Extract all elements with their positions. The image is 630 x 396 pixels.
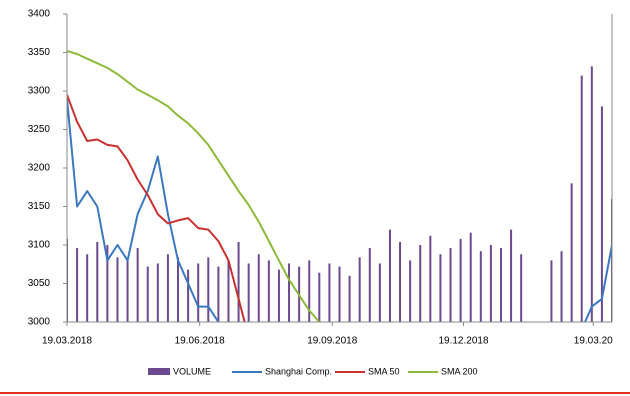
volume-bar — [499, 248, 502, 322]
volume-bar — [318, 272, 321, 322]
volume-bar — [136, 248, 139, 322]
y-tick-label: 3250 — [28, 124, 51, 135]
volume-bar — [368, 248, 371, 322]
volume-bar — [469, 232, 472, 322]
volume-bar — [267, 260, 270, 322]
x-tick-label: 19.06.2018 — [175, 336, 225, 347]
volume-bar — [106, 245, 109, 322]
volume-bar — [197, 263, 200, 322]
legend-label: Shanghai Comp. — [265, 366, 332, 376]
y-tick-label: 3100 — [28, 240, 51, 251]
legend-swatch — [148, 368, 170, 375]
volume-bar — [277, 269, 280, 322]
volume-bar — [217, 266, 220, 322]
legend-label: SMA 200 — [441, 366, 478, 376]
legend: VOLUME Shanghai Comp. SMA 50 SMA 200 — [148, 366, 478, 376]
volume-bar — [520, 254, 523, 322]
volume-bar — [227, 260, 230, 322]
y-tick-label: 3200 — [28, 163, 51, 174]
series-line — [67, 50, 321, 322]
series-line — [67, 94, 246, 322]
volume-bar — [207, 257, 210, 322]
volume-bar — [86, 254, 89, 322]
series-line — [67, 98, 612, 322]
volume-bar — [166, 254, 169, 322]
volume-bar — [388, 229, 391, 322]
plot-area — [67, 50, 612, 322]
volume-bar — [146, 266, 149, 322]
volume-bar — [76, 248, 79, 322]
volume-bar — [550, 260, 553, 322]
volume-bar — [510, 229, 513, 322]
volume-bar — [308, 260, 311, 322]
volume-bar — [399, 241, 402, 322]
volume-bar — [409, 260, 412, 322]
volume-bar — [96, 241, 99, 322]
volume-bar — [429, 235, 432, 322]
volume-bar — [419, 245, 422, 322]
volume-bar — [288, 263, 291, 322]
volume-bar — [328, 263, 331, 322]
y-tick-label: 3000 — [28, 317, 51, 328]
y-tick-label: 3400 — [28, 9, 51, 20]
volume-bar — [570, 183, 573, 322]
volume-bar — [257, 254, 260, 322]
volume-bar — [156, 263, 159, 322]
y-tick-label: 3150 — [28, 201, 51, 212]
volume-bar — [439, 254, 442, 322]
volume-bar — [247, 263, 250, 322]
volume-bar — [338, 266, 341, 322]
volume-bar — [116, 257, 119, 322]
volume-bar — [237, 241, 240, 322]
volume-bar — [600, 106, 603, 322]
y-tick-label: 3300 — [28, 86, 51, 97]
volume-bar — [348, 275, 351, 322]
volume-bar — [479, 251, 482, 322]
volume-bar — [378, 263, 381, 322]
x-tick-label: 19.03.2018 — [42, 336, 92, 347]
volume-bar — [489, 245, 492, 322]
volume-bar — [560, 251, 563, 322]
volume-bar — [126, 260, 129, 322]
y-tick-label: 3350 — [28, 47, 51, 58]
legend-label: VOLUME — [173, 366, 211, 376]
x-tick-label: 19.12.2018 — [438, 336, 488, 347]
volume-bar — [459, 238, 462, 322]
volume-bar — [590, 66, 593, 322]
volume-bar — [580, 75, 583, 322]
volume-bar — [177, 257, 180, 322]
y-tick-label: 3050 — [28, 278, 51, 289]
volume-bar — [187, 269, 190, 322]
volume-bar — [358, 257, 361, 322]
volume-bar — [449, 248, 452, 322]
x-tick-label: 19.09.2018 — [307, 336, 357, 347]
legend-label: SMA 50 — [368, 366, 400, 376]
x-tick-label: 19.03.20 — [574, 336, 613, 347]
